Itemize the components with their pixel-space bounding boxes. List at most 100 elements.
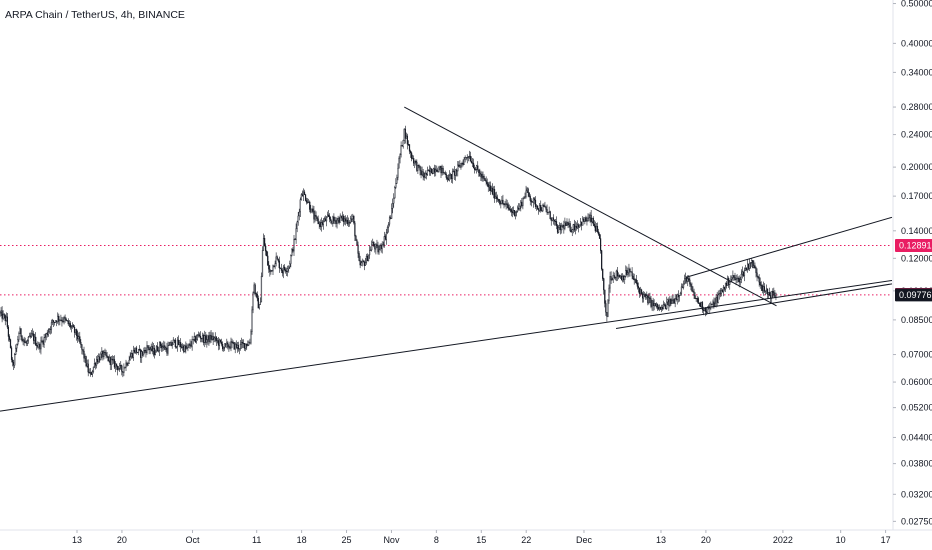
candle-body <box>369 250 371 256</box>
candle-body <box>406 135 409 145</box>
candle-body <box>249 342 251 344</box>
candle-body <box>472 162 475 169</box>
candle-body <box>229 346 231 349</box>
trendline-channel-upper[interactable] <box>686 216 893 278</box>
candle-body <box>246 343 248 346</box>
candle-body <box>0 310 2 313</box>
candle-body <box>184 345 186 352</box>
candle-body <box>83 350 85 359</box>
candle-body <box>648 297 650 304</box>
candle-body <box>657 306 659 310</box>
candle-body <box>168 344 170 347</box>
candle-body <box>527 188 529 193</box>
candle-body <box>4 315 6 322</box>
candle-body <box>551 217 553 221</box>
candle-body <box>480 173 482 177</box>
y-tick-label: 0.20000 <box>901 162 932 172</box>
candle-body <box>624 276 626 280</box>
candle-body <box>240 342 243 345</box>
candle-body <box>490 187 493 192</box>
candle-body <box>698 303 700 305</box>
candle-body <box>325 216 328 222</box>
candle-body <box>146 345 148 353</box>
candle-body <box>577 224 580 228</box>
candle-body <box>592 218 594 225</box>
candle-body <box>443 172 445 174</box>
candle-body <box>152 347 154 352</box>
x-tick-label: Nov <box>383 535 400 545</box>
candle-body <box>153 347 155 355</box>
candle-body <box>711 303 713 305</box>
candle-body <box>209 334 211 342</box>
candle-body <box>128 359 130 364</box>
candle-body <box>60 319 62 321</box>
candle-body <box>495 196 497 199</box>
candle-body <box>273 265 275 268</box>
trendline-descending-resistance[interactable] <box>404 106 777 307</box>
candle-body <box>394 187 396 199</box>
candle-body <box>120 365 122 367</box>
candle-body <box>487 183 489 188</box>
candle-body <box>26 340 28 344</box>
candle-body <box>105 352 107 356</box>
candle-body <box>748 263 750 269</box>
trendline-long-term-support[interactable] <box>0 279 893 412</box>
candle-body <box>502 199 504 204</box>
candle-body <box>33 333 35 341</box>
candle-body <box>695 297 697 299</box>
candle-body <box>322 220 325 225</box>
candle-body <box>398 157 400 169</box>
candle-body <box>82 349 84 352</box>
candle-body <box>345 219 348 222</box>
candle-body <box>627 272 629 275</box>
candle-body <box>440 165 442 174</box>
candle-body <box>114 363 117 368</box>
candle-body <box>604 289 606 304</box>
candle-body <box>750 262 752 264</box>
candle-body <box>478 169 480 174</box>
candle-body <box>579 224 581 228</box>
candle-body <box>668 299 670 306</box>
candle-body <box>384 236 386 240</box>
candle-body <box>10 347 13 360</box>
candle-body <box>150 345 152 350</box>
candle-body <box>651 300 653 307</box>
candle-body <box>534 199 537 207</box>
candle-body <box>282 266 285 274</box>
candle-body <box>526 188 528 192</box>
candle-body <box>281 270 284 274</box>
candle-body <box>135 347 138 353</box>
candle-body <box>771 290 773 299</box>
candle-body <box>542 205 544 212</box>
candle-body <box>441 167 443 174</box>
candle-body <box>312 208 314 212</box>
candle-body <box>539 204 541 211</box>
candle-body <box>600 238 602 251</box>
candle-body <box>497 198 499 200</box>
candle-body <box>46 333 48 336</box>
candle-body <box>376 244 378 246</box>
candle-body <box>475 169 477 171</box>
candle-body <box>38 343 40 348</box>
candle-body <box>552 217 554 220</box>
candle-body <box>680 286 683 294</box>
candle-body <box>238 348 241 350</box>
candle-body <box>130 353 132 358</box>
candle-body <box>597 231 600 235</box>
candle-body <box>744 268 747 271</box>
candle-body <box>739 279 741 283</box>
candle-body <box>244 343 246 349</box>
candle-body <box>90 372 92 375</box>
candle-body <box>295 228 297 240</box>
candle-body <box>211 335 213 340</box>
candle-body <box>665 304 667 309</box>
candle-body <box>726 282 728 286</box>
candle-body <box>371 244 373 251</box>
trendline-channel-lower[interactable] <box>615 283 893 329</box>
candle-body <box>457 164 459 172</box>
candle-body <box>217 340 220 346</box>
candle-body <box>367 254 370 261</box>
candle-body <box>465 157 467 159</box>
candle-body <box>546 209 548 213</box>
